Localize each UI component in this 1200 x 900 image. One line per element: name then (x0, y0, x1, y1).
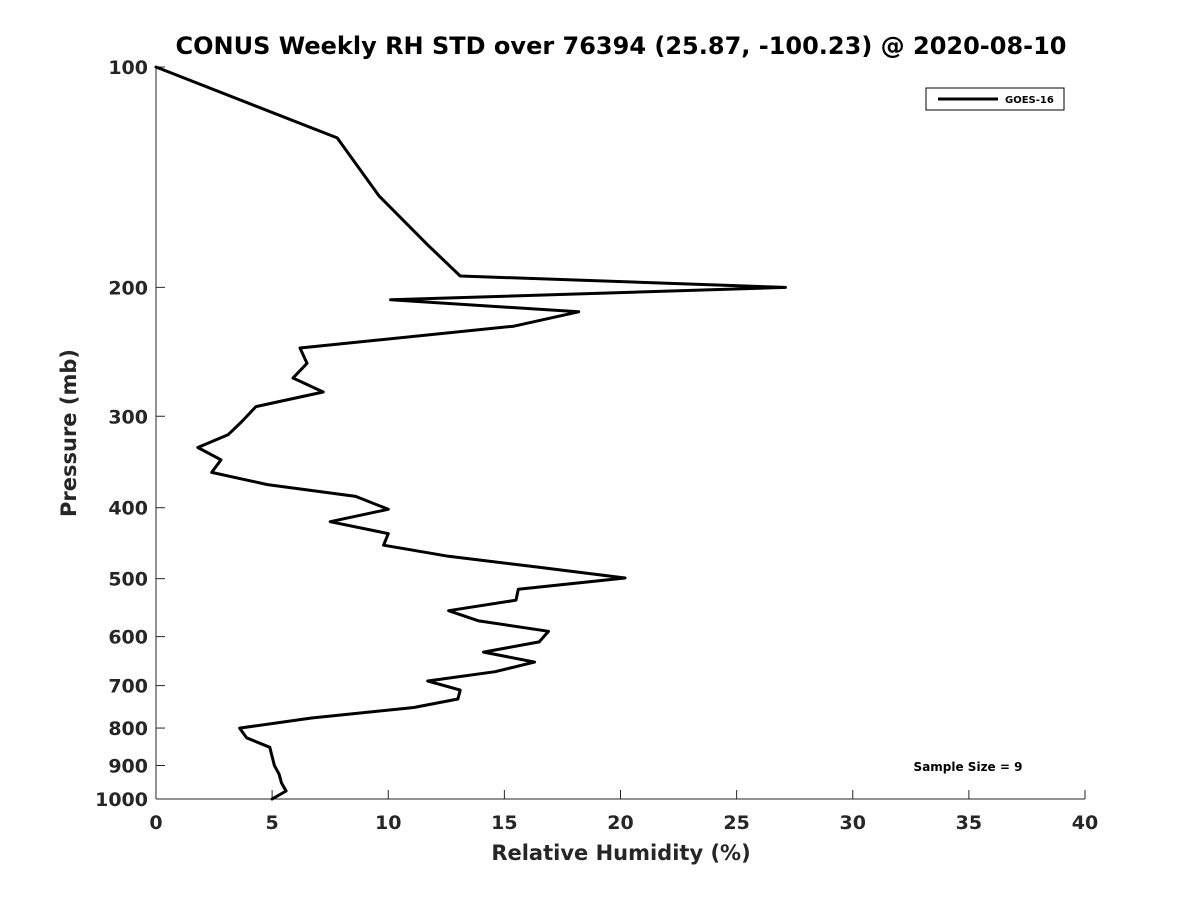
x-tick-label: 20 (607, 812, 633, 834)
x-tick-label: 25 (723, 812, 749, 834)
y-tick-label: 300 (108, 406, 148, 428)
y-tick-label: 800 (108, 718, 148, 740)
x-tick-label: 30 (840, 812, 866, 834)
x-tick-label: 15 (491, 812, 517, 834)
y-tick-label: 400 (108, 498, 148, 520)
plot-area: 0 5 10 15 20 25 30 35 40 100 200 300 400 500 600 700 800… (95, 57, 1098, 834)
y-axis-label: Pressure (mb) (57, 349, 81, 517)
y-tick-label: 600 (108, 627, 148, 649)
x-tick-label: 10 (375, 812, 401, 834)
y-tick-label: 100 (108, 57, 148, 79)
legend: GOES-16 (925, 87, 1065, 111)
y-tick-label: 500 (108, 569, 148, 591)
y-tick-label: 700 (108, 676, 148, 698)
y-tick-label: 900 (108, 756, 148, 778)
y-tick-label: 200 (108, 277, 148, 299)
x-tick-label: 0 (149, 812, 162, 834)
sample-size-annotation: Sample Size = 9 (914, 760, 1023, 774)
series-line-goes-16 (154, 65, 787, 801)
x-axis-label: Relative Humidity (%) (491, 841, 750, 865)
legend-label-goes-16: GOES-16 (1005, 95, 1054, 106)
x-tick-label: 5 (266, 812, 279, 834)
y-tick-label: 1000 (95, 789, 148, 811)
x-tick-label: 35 (956, 812, 982, 834)
chart-title: CONUS Weekly RH STD over 76394 (25.87, -… (175, 32, 1066, 60)
x-tick-label: 40 (1072, 812, 1098, 834)
